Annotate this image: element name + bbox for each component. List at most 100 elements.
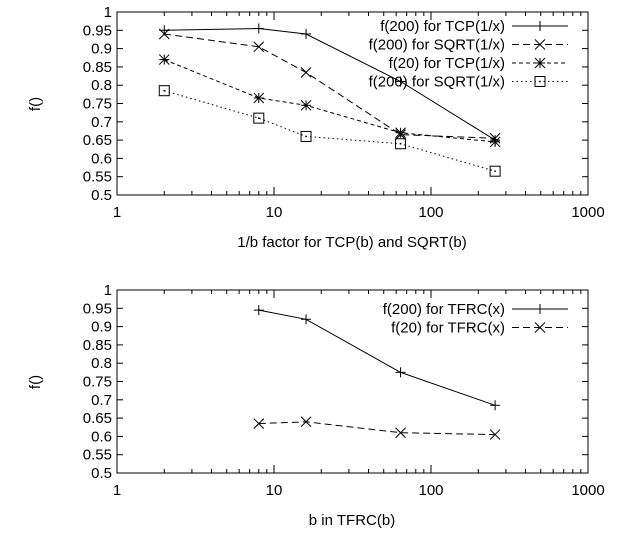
chart-top-y-tick-label: 0.5 bbox=[91, 187, 112, 204]
chart-bottom-series-1-point-d2 bbox=[253, 418, 265, 429]
chart-top-series-3-point-dot bbox=[399, 143, 402, 145]
chart-bottom-series-1-point bbox=[300, 416, 312, 428]
chart-top-x-tick-label: 10 bbox=[266, 204, 283, 221]
chart-top-series-3-point bbox=[300, 130, 312, 142]
chart-top-legend-label: f(200) for SQRT(1/x) bbox=[369, 74, 505, 91]
chart-bottom-series-1-point bbox=[489, 429, 501, 440]
chart-bottom-series-1-point bbox=[253, 418, 265, 429]
chart-top-series-3-point-dot bbox=[258, 117, 260, 119]
chart-top-legend-marker bbox=[535, 21, 545, 31]
chart-top-y-tick-label: 0.85 bbox=[83, 59, 112, 76]
chart-top-legend-marker-box bbox=[534, 76, 546, 87]
chart-bottom-plot-frame bbox=[116, 289, 589, 474]
chart-top-legend-label: f(20) for TCP(1/x) bbox=[389, 55, 505, 72]
chart-top-series-3-line bbox=[164, 90, 496, 172]
chart-top-legend-marker-d2 bbox=[534, 57, 546, 69]
chart-top-series-2-point bbox=[489, 136, 501, 148]
chart-bottom-series-1-line bbox=[258, 421, 496, 436]
chart-bottom-y-tick-label: 0.95 bbox=[83, 300, 112, 317]
chart-bottom: f() b in TFRC(b) 0.50.55 0.60.650.70.75 0.… bbox=[27, 282, 605, 529]
chart-top-y-axis-label: f() bbox=[27, 97, 44, 111]
chart-top-series-1-point bbox=[158, 28, 170, 40]
chart-top-series-3-point bbox=[158, 85, 170, 97]
chart-top-series-3-point bbox=[489, 165, 501, 177]
chart-top-series-1-point-d2 bbox=[300, 67, 312, 78]
chart-top-series-2-point-d2 bbox=[395, 127, 406, 139]
chart-top-series-2-point-d2 bbox=[489, 136, 501, 148]
chart-top-legend-marker bbox=[534, 39, 546, 50]
chart-top-y-tick-label: 0.9 bbox=[91, 41, 112, 58]
chart-bottom-legend-label: f(20) for TFRC(x) bbox=[391, 320, 505, 337]
chart-bottom-y-tick-label: 0.55 bbox=[83, 447, 112, 464]
chart-top-x-tick-label: 100 bbox=[418, 204, 443, 221]
chart-bottom-y-tick-label: 0.7 bbox=[91, 392, 112, 409]
chart-top-series-2-point-d2 bbox=[300, 99, 312, 111]
chart-top-legend-label: f(200) for SQRT(1/x) bbox=[369, 37, 505, 54]
chart-top-legend-marker bbox=[534, 76, 546, 87]
chart-top-series-2-point bbox=[158, 54, 170, 65]
chart-top-series-3-point-box bbox=[300, 130, 312, 142]
chart-top-series-2-point-d2 bbox=[253, 92, 265, 104]
chart-top-series-3-point bbox=[395, 138, 407, 150]
chart-bottom-legend-label: f(200) for TFRC(x) bbox=[383, 301, 505, 318]
chart-top-x-axis-label: 1/b factor for TCP(b) and SQRT(b) bbox=[237, 234, 467, 251]
chart-top-y-tick-label: 1 bbox=[104, 4, 112, 21]
chart-top-series-3-point-dot bbox=[494, 170, 496, 172]
chart-bottom-x-tick-label: 1 bbox=[113, 482, 121, 499]
chart-top-series-3-point-box bbox=[395, 138, 407, 150]
chart-top-series-0-point bbox=[395, 76, 406, 87]
chart-top-legend-marker bbox=[534, 57, 546, 69]
chart-bottom-series-0-line bbox=[258, 309, 496, 406]
chart-bottom-series-0-point bbox=[301, 314, 312, 325]
chart-bottom-x-tick-label: 100 bbox=[418, 482, 443, 499]
chart-top-series-3-point-box bbox=[158, 85, 170, 97]
chart-bottom-y-tick-label: 1 bbox=[104, 282, 112, 299]
chart-bottom-series-1-point-d2 bbox=[300, 416, 312, 428]
chart-top-legend-marker-d2 bbox=[534, 39, 546, 50]
chart-bottom-series-1-point-d2 bbox=[489, 429, 501, 440]
chart-bottom-y-tick-label: 0.6 bbox=[91, 428, 112, 445]
chart-top-series-1-point-d2 bbox=[158, 28, 170, 40]
chart-bottom-series-0-point bbox=[253, 305, 264, 316]
chart-bottom-x-axis-label: b in TFRC(b) bbox=[309, 512, 395, 529]
chart-top-legend-marker-dot bbox=[539, 80, 541, 83]
chart-top-x-tick-label: 1 bbox=[113, 204, 121, 221]
chart-top-y-tick-label: 0.7 bbox=[91, 114, 112, 131]
chart-top-y-tick-label: 0.8 bbox=[91, 77, 112, 94]
chart-top-y-tick-label: 0.75 bbox=[83, 96, 112, 113]
chart-top-legend-label: f(200) for TCP(1/x) bbox=[380, 18, 505, 35]
chart-bottom-series-1-point bbox=[395, 427, 406, 439]
chart-bottom-y-tick-label: 0.75 bbox=[83, 374, 112, 391]
chart-top-series-3-point-dot bbox=[163, 89, 166, 92]
chart-bottom-x-tick-label: 1000 bbox=[571, 482, 604, 499]
chart-bottom-y-axis-label: f() bbox=[27, 375, 44, 389]
chart-top-series-3-point-box bbox=[489, 165, 501, 177]
chart-top-x-tick-label: 1000 bbox=[571, 204, 604, 221]
chart-bottom-legend-marker bbox=[535, 304, 545, 314]
chart-top-series-2-point bbox=[300, 99, 312, 111]
chart-top-series-2-point bbox=[395, 127, 406, 139]
chart-top-series-1-point bbox=[300, 67, 312, 78]
chart-top-series-2-point-d2 bbox=[158, 54, 170, 65]
chart-bottom-y-tick-label: 0.9 bbox=[91, 319, 112, 336]
chart-top-series-3-point-dot bbox=[305, 135, 307, 138]
chart-bottom-series-1-point-d2 bbox=[395, 427, 406, 439]
chart-bottom-y-tick-label: 0.85 bbox=[83, 337, 112, 354]
chart-top: f() 1/b factor for TCP(b) and SQRT(b) 0.… bbox=[27, 4, 605, 251]
chart-top-series-2-point bbox=[253, 92, 265, 104]
chart-bottom-y-tick-label: 0.8 bbox=[91, 355, 112, 372]
chart-bottom-y-tick-label: 0.5 bbox=[91, 465, 112, 482]
chart-top-series-3-point-box bbox=[253, 112, 265, 124]
chart-top-series-1-point-d2 bbox=[253, 41, 265, 53]
chart-bottom-legend-marker bbox=[534, 322, 546, 333]
chart-top-y-tick-label: 0.55 bbox=[83, 169, 112, 186]
chart-bottom-series-0-point bbox=[395, 367, 406, 378]
chart-top-y-tick-label: 0.95 bbox=[83, 22, 112, 39]
chart-bottom-y-tick-label: 0.65 bbox=[83, 410, 112, 427]
chart-top-y-tick-label: 0.65 bbox=[83, 132, 112, 149]
chart-bottom-x-tick-label: 10 bbox=[266, 482, 283, 499]
chart-top-series-1-point bbox=[253, 41, 265, 53]
chart-top-series-0-point bbox=[301, 28, 312, 39]
chart-top-series-0-point bbox=[253, 23, 264, 34]
